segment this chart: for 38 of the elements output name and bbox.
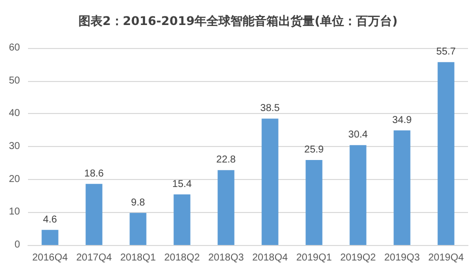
x-tick-label: 2019Q2: [340, 252, 376, 264]
y-tick-label: 50: [8, 75, 20, 86]
bar: [438, 62, 454, 245]
x-tick-label: 2018Q2: [164, 252, 200, 264]
y-tick-label: 0: [14, 240, 20, 250]
data-label: 30.4: [348, 130, 368, 141]
y-tick-label: 40: [8, 108, 20, 120]
x-tick-label: 2019Q4: [428, 252, 464, 264]
x-tick-label: 2018Q3: [208, 252, 244, 264]
data-label: 4.6: [43, 214, 58, 226]
y-tick-label: 60: [8, 42, 20, 54]
chart-title: 图表2：2016-2019年全球智能音箱出货量(单位：百万台): [78, 14, 398, 28]
data-label: 15.4: [172, 178, 192, 190]
data-label: 38.5: [260, 103, 280, 114]
data-label: 22.8: [216, 154, 236, 166]
data-label: 9.8: [131, 197, 146, 208]
bar: [306, 160, 322, 245]
bar: [42, 230, 58, 245]
x-tick-label: 2016Q4: [32, 252, 68, 264]
bar: [86, 184, 102, 245]
x-tick-label: 2019Q1: [296, 252, 332, 264]
x-tick-label: 2019Q3: [384, 252, 420, 264]
bar: [130, 212, 146, 245]
data-label: 55.7: [436, 46, 456, 58]
x-tick-label: 2018Q4: [252, 252, 288, 264]
bar: [218, 170, 234, 245]
y-tick-label: 20: [8, 174, 20, 185]
bar: [350, 145, 366, 245]
y-tick-label: 30: [8, 141, 20, 152]
y-tick-label: 10: [8, 206, 20, 218]
bar: [174, 194, 190, 245]
x-tick-label: 2017Q4: [76, 252, 112, 264]
bar: [262, 118, 278, 245]
bar: [394, 130, 410, 245]
data-label: 34.9: [392, 114, 412, 126]
x-tick-label: 2018Q1: [120, 252, 156, 264]
data-label: 18.6: [84, 168, 104, 180]
data-label: 25.9: [304, 144, 324, 156]
